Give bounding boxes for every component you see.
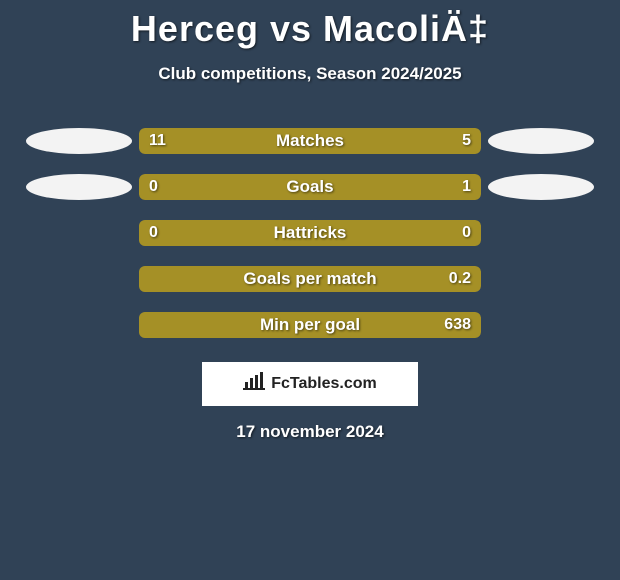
stat-label: Hattricks — [139, 220, 481, 246]
player-badge-left — [26, 128, 132, 154]
page-title: Herceg vs MacoliÄ‡ — [0, 0, 620, 50]
stat-rows: Matches115Goals01Hattricks00Goals per ma… — [0, 118, 620, 348]
stat-value-right: 638 — [444, 312, 471, 338]
stat-label: Matches — [139, 128, 481, 154]
stat-value-right: 0 — [462, 220, 471, 246]
chart-icon — [243, 372, 265, 396]
attribution-text: FcTables.com — [271, 375, 377, 393]
right-side-slot — [481, 128, 601, 154]
date-text: 17 november 2024 — [0, 422, 620, 442]
stat-value-right: 0.2 — [449, 266, 471, 292]
stat-label: Goals — [139, 174, 481, 200]
stat-value-right: 5 — [462, 128, 471, 154]
stat-label: Goals per match — [139, 266, 481, 292]
stat-row: Hattricks0 0 — [0, 210, 620, 256]
stat-value-left: 11 — [149, 128, 166, 154]
stat-bar: Min per goal638 — [139, 312, 481, 338]
stat-value-left: 0 — [149, 174, 158, 200]
stat-bar: Hattricks0 0 — [139, 220, 481, 246]
left-side-slot — [19, 128, 139, 154]
stat-row: Goals per match0.2 — [0, 256, 620, 302]
stat-value-left: 0 — [149, 220, 158, 246]
player-badge-right — [488, 174, 594, 200]
player-badge-left — [26, 174, 132, 200]
left-side-slot — [19, 174, 139, 200]
stat-label: Min per goal — [139, 312, 481, 338]
subtitle: Club competitions, Season 2024/2025 — [0, 64, 620, 84]
stat-value-right: 1 — [462, 174, 471, 200]
infographic-card: Herceg vs MacoliÄ‡ Club competitions, Se… — [0, 0, 620, 580]
attribution-box: FcTables.com — [202, 362, 418, 406]
stat-row: Min per goal638 — [0, 302, 620, 348]
stat-bar: Goals per match0.2 — [139, 266, 481, 292]
stat-bar: Matches11 5 — [139, 128, 481, 154]
player-badge-right — [488, 128, 594, 154]
stat-row: Goals0 1 — [0, 164, 620, 210]
right-side-slot — [481, 174, 601, 200]
stat-bar: Goals0 1 — [139, 174, 481, 200]
stat-row: Matches11 5 — [0, 118, 620, 164]
